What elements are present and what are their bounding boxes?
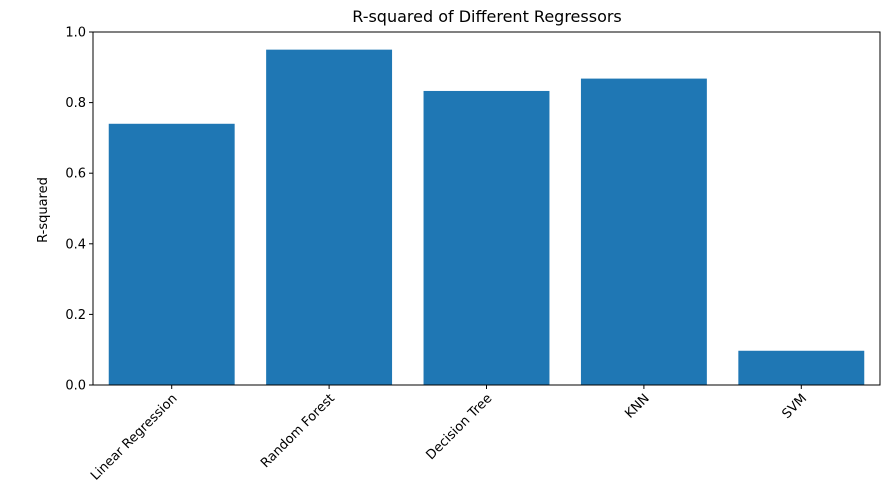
bars-group: [108, 49, 865, 386]
y-tick-label: 1.0: [65, 26, 86, 41]
bar-linear-regression: [108, 123, 235, 385]
y-tick-label: 0.0: [65, 379, 86, 394]
y-axis-label: R-squared: [36, 177, 51, 243]
y-tick-label: 0.6: [65, 167, 86, 182]
bar-svm: [738, 350, 865, 385]
y-tick-label: 0.2: [65, 308, 86, 323]
chart-title: R-squared of Different Regressors: [352, 7, 622, 26]
bar-knn: [580, 78, 707, 385]
x-tick-label: SVM: [779, 391, 810, 422]
x-tick-label: Decision Tree: [424, 391, 496, 463]
x-tick-label: Random Forest: [258, 391, 338, 471]
y-axis-ticks: 0.0 0.2 0.4 0.6 0.8 1.0: [65, 26, 93, 394]
y-tick-label: 0.4: [65, 237, 86, 252]
x-axis-ticks: Linear Regression Random Forest Decision T…: [88, 385, 810, 484]
x-tick-label: Linear Regression: [88, 391, 180, 483]
y-tick-label: 0.8: [65, 96, 86, 111]
plot-frame: [92, 31, 881, 386]
bar-random-forest: [266, 49, 393, 386]
x-tick-label: KNN: [622, 391, 652, 421]
bar-decision-tree: [423, 90, 550, 386]
